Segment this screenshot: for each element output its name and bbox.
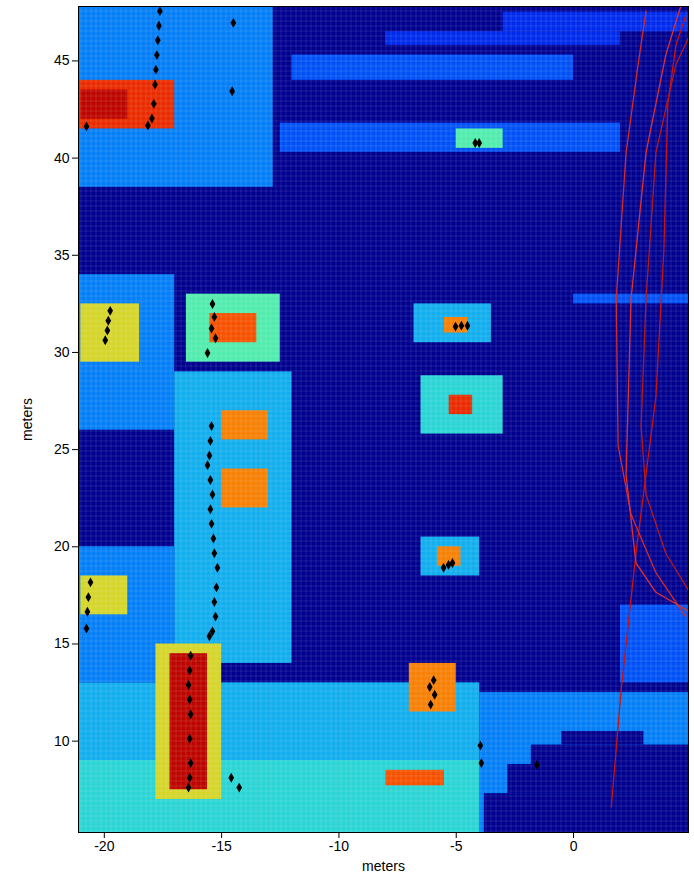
svg-text:-20: -20 <box>94 838 114 854</box>
svg-text:-10: -10 <box>329 838 349 854</box>
svg-text:meters: meters <box>19 398 35 441</box>
svg-text:0: 0 <box>570 838 578 854</box>
svg-text:35: 35 <box>54 247 70 263</box>
svg-text:-5: -5 <box>450 838 463 854</box>
svg-text:meters: meters <box>362 858 405 874</box>
svg-text:10: 10 <box>54 733 70 749</box>
svg-text:15: 15 <box>54 635 70 651</box>
svg-text:30: 30 <box>54 344 70 360</box>
svg-text:40: 40 <box>54 150 70 166</box>
svg-text:45: 45 <box>54 52 70 68</box>
svg-text:-15: -15 <box>211 838 231 854</box>
svg-text:25: 25 <box>54 441 70 457</box>
svg-text:20: 20 <box>54 538 70 554</box>
